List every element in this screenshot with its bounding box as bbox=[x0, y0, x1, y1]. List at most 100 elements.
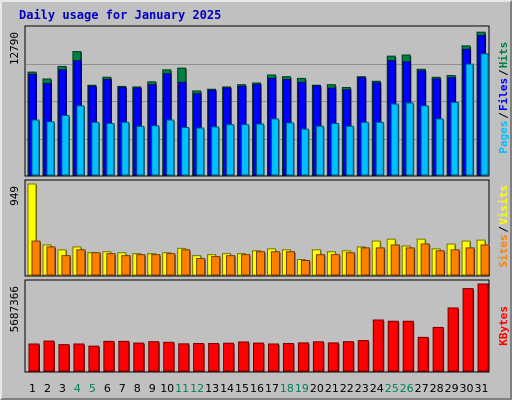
panel-1-legend-item: / bbox=[497, 69, 510, 76]
kbytes-bar bbox=[372, 319, 384, 372]
x-tick-label: 9 bbox=[149, 382, 156, 395]
x-tick-label: 2 bbox=[44, 382, 51, 395]
panel-1-legend-item: Hits bbox=[497, 42, 510, 69]
kbytes-bar bbox=[238, 341, 250, 372]
sites-bar bbox=[166, 253, 176, 276]
pages-bar bbox=[375, 121, 384, 176]
pages-bar bbox=[91, 121, 100, 176]
x-tick-label: 23 bbox=[355, 382, 369, 395]
sites-bar bbox=[121, 255, 131, 276]
sites-bar bbox=[76, 249, 86, 276]
x-tick-label: 22 bbox=[340, 382, 354, 395]
panel-1-ytick-label: 12790 bbox=[8, 32, 21, 65]
x-tick-label: 14 bbox=[220, 382, 234, 395]
sites-bar bbox=[465, 247, 475, 276]
kbytes-bar bbox=[402, 320, 414, 372]
pages-bar bbox=[46, 121, 55, 176]
x-tick-label: 13 bbox=[205, 382, 219, 395]
x-tick-label: 28 bbox=[430, 382, 444, 395]
x-tick-label: 20 bbox=[310, 382, 324, 395]
sites-bar bbox=[420, 243, 430, 276]
sites-bar bbox=[181, 249, 191, 276]
x-tick-label: 6 bbox=[104, 382, 111, 395]
panel-1-legend-item: Files bbox=[497, 78, 510, 111]
kbytes-bar bbox=[267, 343, 279, 372]
pages-bar bbox=[390, 103, 399, 176]
pages-bar bbox=[256, 123, 265, 176]
pages-bar bbox=[435, 118, 444, 176]
kbytes-bar bbox=[88, 345, 100, 372]
kbytes-bar bbox=[103, 340, 115, 372]
pages-bar bbox=[450, 101, 459, 176]
kbytes-bar bbox=[58, 344, 70, 372]
pages-bar bbox=[480, 53, 489, 176]
panel-2-ytick-label: 949 bbox=[8, 186, 21, 206]
sites-bar bbox=[390, 244, 400, 276]
kbytes-bar bbox=[118, 340, 130, 372]
pages-bar bbox=[241, 124, 250, 176]
kbytes-bar bbox=[327, 342, 339, 372]
kbytes-bar bbox=[417, 336, 429, 372]
kbytes-bar bbox=[178, 343, 190, 372]
pages-bar bbox=[270, 118, 279, 176]
sites-bar bbox=[285, 251, 295, 276]
chart-title: Daily usage for January 2025 bbox=[19, 8, 222, 22]
pages-bar bbox=[330, 122, 339, 176]
x-tick-label: 12 bbox=[190, 382, 204, 395]
pages-bar bbox=[420, 105, 429, 176]
sites-bar bbox=[405, 247, 415, 276]
x-tick-label: 1 bbox=[29, 382, 36, 395]
pages-bar bbox=[300, 128, 309, 176]
pages-bar bbox=[196, 127, 205, 176]
kbytes-bar bbox=[282, 343, 294, 372]
panel-1-legend-item: Pages bbox=[497, 121, 510, 154]
panel-2-plot-area bbox=[24, 179, 490, 277]
pages-bar bbox=[106, 122, 115, 176]
pages-bar bbox=[315, 125, 324, 176]
kbytes-bar bbox=[208, 343, 220, 372]
pages-bar bbox=[166, 119, 175, 176]
kbytes-bar bbox=[28, 343, 40, 372]
x-tick-label: 18 bbox=[280, 382, 294, 395]
kbytes-bar bbox=[432, 326, 444, 372]
sites-bar bbox=[315, 254, 325, 276]
panel-1-legend-item: / bbox=[497, 112, 510, 119]
kbytes-bar bbox=[447, 307, 459, 372]
kbytes-bar bbox=[148, 341, 160, 372]
x-tick-label: 27 bbox=[415, 382, 429, 395]
x-tick-label: 29 bbox=[445, 382, 459, 395]
pages-bar bbox=[76, 105, 85, 176]
pages-bar bbox=[151, 125, 160, 176]
pages-bar bbox=[226, 124, 235, 176]
kbytes-bar bbox=[253, 342, 265, 372]
x-tick-label: 25 bbox=[385, 382, 399, 395]
x-tick-label: 5 bbox=[89, 382, 96, 395]
x-tick-label: 15 bbox=[235, 382, 249, 395]
x-tick-label: 8 bbox=[134, 382, 141, 395]
panel-2-legend-item: Sites bbox=[497, 234, 510, 267]
x-tick-label: 19 bbox=[295, 382, 309, 395]
pages-bar bbox=[285, 122, 294, 176]
kbytes-bar bbox=[163, 341, 175, 372]
x-tick-label: 31 bbox=[475, 382, 489, 395]
kbytes-bar bbox=[357, 340, 369, 372]
panel-3-legend-item: KBytes bbox=[497, 306, 510, 346]
pages-bar bbox=[360, 121, 369, 176]
sites-bar bbox=[480, 244, 490, 276]
sites-bar bbox=[31, 240, 41, 276]
kbytes-bar bbox=[43, 340, 55, 372]
sites-bar bbox=[241, 254, 251, 276]
kbytes-bar bbox=[462, 288, 474, 372]
x-tick-label: 3 bbox=[59, 382, 66, 395]
x-tick-label: 7 bbox=[119, 382, 126, 395]
pages-bar bbox=[405, 102, 414, 176]
pages-bar bbox=[136, 125, 145, 176]
sites-bar bbox=[435, 250, 445, 276]
sites-bar bbox=[330, 254, 340, 276]
sites-bar bbox=[196, 258, 206, 276]
sites-bar bbox=[345, 252, 355, 276]
kbytes-bar bbox=[223, 342, 235, 372]
kbytes-bar bbox=[342, 341, 354, 372]
